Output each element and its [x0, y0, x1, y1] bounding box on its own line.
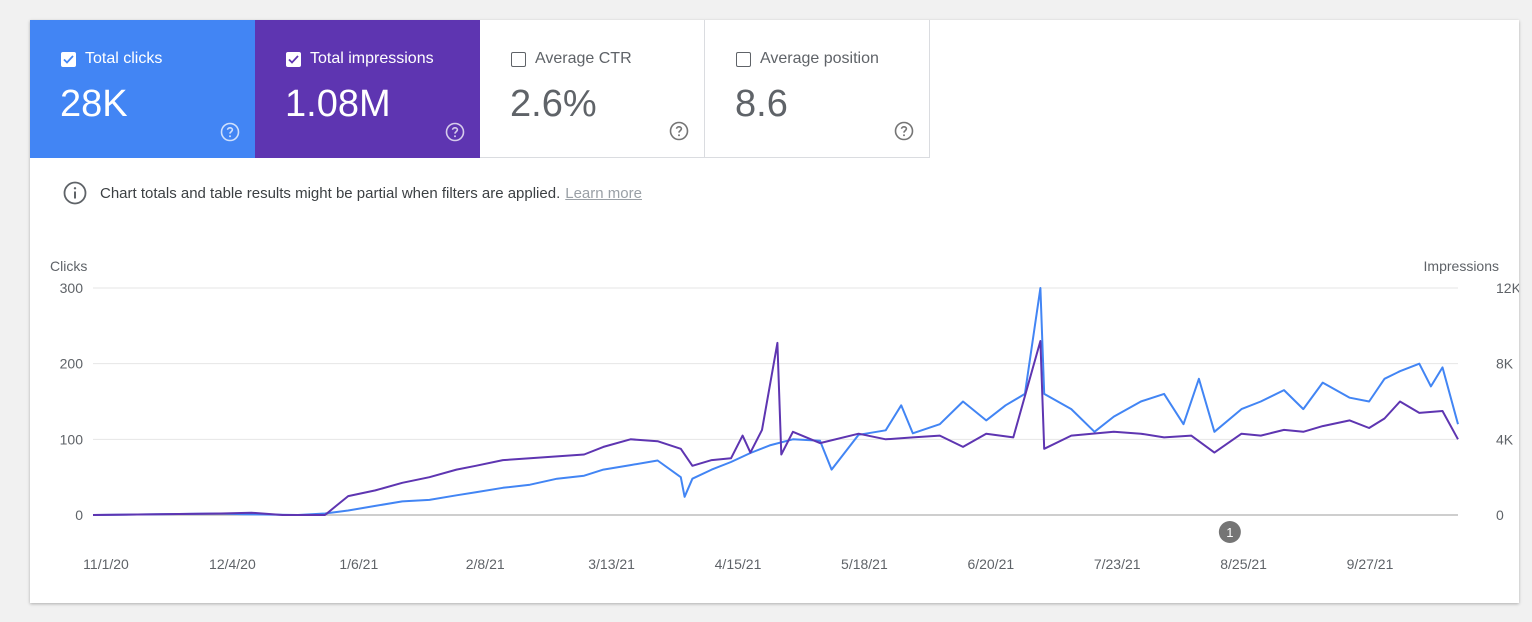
- performance-chart: 0 0 100 4K 200 8K 300 12K Clicks Impressions 11/1/…: [50, 258, 1519, 572]
- metric-value: 2.6%: [510, 83, 597, 125]
- metric-value: 8.6: [735, 83, 788, 125]
- x-tick-label: 9/27/21: [1347, 556, 1394, 572]
- metric-average-ctr[interactable]: Average CTR 2.6%: [480, 20, 705, 158]
- metric-total-clicks[interactable]: Total clicks 28K: [30, 20, 255, 158]
- impressions-series-line: [92, 340, 1459, 516]
- left-tick-label: 0: [75, 507, 83, 523]
- left-tick-label: 300: [60, 280, 84, 296]
- metric-value: 1.08M: [285, 83, 391, 125]
- metric-average-position[interactable]: Average position 8.6: [705, 20, 930, 158]
- metric-label: Total clicks: [85, 50, 163, 67]
- info-icon: [63, 181, 87, 205]
- performance-card: Total clicks 28K Total impressions 1.08M: [30, 20, 1519, 603]
- metric-value: 28K: [60, 83, 128, 125]
- x-tick-label: 11/1/20: [83, 556, 129, 572]
- metric-label: Average position: [760, 50, 879, 67]
- left-axis-label: Clicks: [50, 258, 87, 274]
- help-icon[interactable]: [669, 121, 689, 141]
- checkbox-checked-icon[interactable]: [286, 51, 301, 67]
- right-tick-label: 12K: [1496, 280, 1519, 296]
- x-tick-label: 1/6/21: [339, 556, 378, 572]
- metric-label: Average CTR: [535, 50, 632, 67]
- x-tick-label: 8/25/21: [1220, 556, 1267, 572]
- checkbox-unchecked-icon[interactable]: [511, 51, 526, 67]
- left-tick-label: 200: [60, 356, 84, 372]
- metric-header: Average CTR: [511, 50, 632, 68]
- x-tick-label: 4/15/21: [715, 556, 762, 572]
- x-tick-label: 6/20/21: [967, 556, 1014, 572]
- metric-header: Average position: [736, 50, 879, 68]
- checkbox-unchecked-icon[interactable]: [736, 51, 751, 67]
- x-tick-label: 5/18/21: [841, 556, 888, 572]
- notice-text: Chart totals and table results might be …: [100, 184, 561, 202]
- metric-tiles: Total clicks 28K Total impressions 1.08M: [30, 20, 930, 158]
- right-axis-label: Impressions: [1424, 258, 1499, 274]
- checkbox-checked-icon[interactable]: [61, 51, 76, 67]
- right-tick-label: 4K: [1496, 431, 1514, 447]
- x-tick-label: 7/23/21: [1094, 556, 1141, 572]
- right-tick-label: 8K: [1496, 356, 1514, 372]
- x-tick-label: 12/4/20: [209, 556, 256, 572]
- annotation-label: 1: [1226, 525, 1233, 540]
- right-tick-label: 0: [1496, 507, 1504, 523]
- metric-total-impressions[interactable]: Total impressions 1.08M: [255, 20, 480, 158]
- x-tick-label: 3/13/21: [588, 556, 635, 572]
- help-icon[interactable]: [445, 122, 465, 142]
- x-tick-label: 2/8/21: [466, 556, 505, 572]
- help-icon[interactable]: [894, 121, 914, 141]
- learn-more-link[interactable]: Learn more: [565, 184, 642, 202]
- clicks-series-line: [92, 287, 1459, 516]
- metric-label: Total impressions: [310, 50, 434, 67]
- annotation-marker: [1218, 521, 1241, 543]
- help-icon[interactable]: [220, 122, 240, 142]
- metric-header: Total impressions: [286, 50, 434, 68]
- left-tick-label: 100: [60, 431, 84, 447]
- metric-header: Total clicks: [61, 50, 162, 68]
- partial-data-notice: Chart totals and table results might be …: [63, 181, 642, 205]
